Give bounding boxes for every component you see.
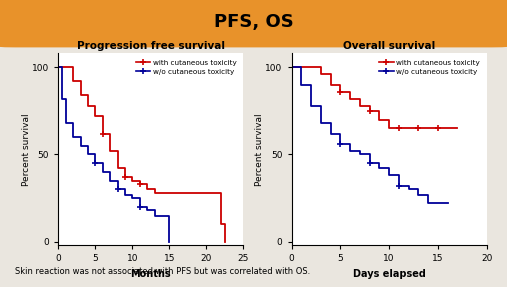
Y-axis label: Percent survival: Percent survival — [255, 113, 264, 186]
Legend: with cutaneous toxicity, w/o cutaneous toxicity: with cutaneous toxicity, w/o cutaneous t… — [133, 57, 240, 77]
FancyBboxPatch shape — [0, 0, 507, 47]
Y-axis label: Percent survival: Percent survival — [22, 113, 30, 186]
X-axis label: Months: Months — [130, 269, 171, 279]
Title: Progression free survival: Progression free survival — [77, 41, 225, 51]
Text: Skin reaction was not associated with PFS but was correlated with OS.: Skin reaction was not associated with PF… — [15, 267, 310, 276]
Text: PFS, OS: PFS, OS — [213, 13, 294, 31]
X-axis label: Days elapsed: Days elapsed — [353, 269, 425, 279]
Title: Overall survival: Overall survival — [343, 41, 435, 51]
Legend: with cutaneous toxicity, w/o cutaneous toxicity: with cutaneous toxicity, w/o cutaneous t… — [376, 57, 483, 77]
